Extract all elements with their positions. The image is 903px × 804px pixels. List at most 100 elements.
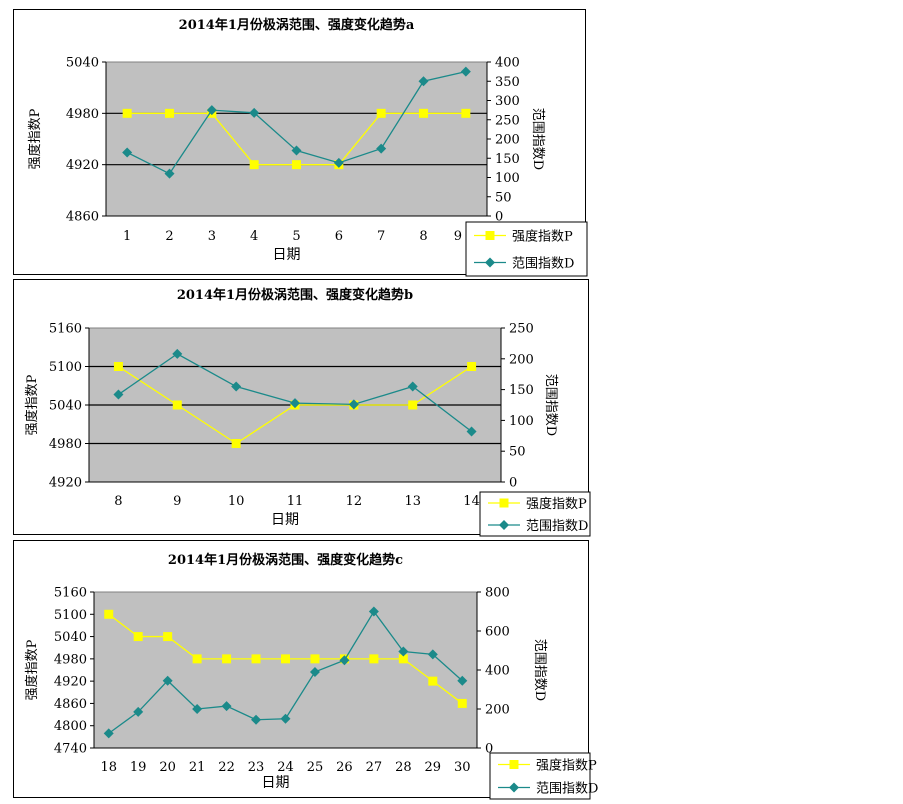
intensity-point <box>398 654 408 664</box>
right-tick-label: 200 <box>509 352 534 367</box>
x-tick-label: 28 <box>395 760 412 775</box>
left-tick-label: 4800 <box>54 719 87 734</box>
range-point <box>162 675 173 686</box>
chart-c-svg: 2014年1月份极涡范围、强度变化趋势c 4740 4800 4860 4920 4980… <box>24 552 598 800</box>
left-tick-label: 5100 <box>54 608 87 623</box>
range-point <box>103 728 114 739</box>
legend-marker-diamond <box>509 782 519 793</box>
legend-box <box>489 752 591 800</box>
intensity-point <box>113 362 123 371</box>
intensity-point <box>222 654 232 664</box>
range-point <box>122 147 133 158</box>
intensity-point <box>408 400 418 410</box>
x-tick-label: 22 <box>218 760 235 775</box>
x-tick-label: 23 <box>248 760 265 775</box>
right-tick-label: 250 <box>495 113 520 128</box>
plot-area <box>93 591 478 749</box>
x-tick-label: 8 <box>114 494 122 509</box>
x-tick-label: 30 <box>454 760 471 775</box>
x-tick-label: 20 <box>159 760 176 775</box>
x-tick-label: 9 <box>454 229 462 244</box>
x-axis-label: 日期 <box>271 512 299 528</box>
legend-label: 强度指数P <box>526 496 587 512</box>
intensity-point <box>310 654 320 664</box>
right-tick-label: 350 <box>495 75 520 90</box>
x-tick-label: 24 <box>277 760 294 775</box>
chart-panel-b: 2014年1月份极涡范围、强度变化趋势b 4920 4980 5040 5100 5160… <box>13 279 591 537</box>
intensity-point <box>165 108 174 118</box>
x-tick-label: 9 <box>173 494 181 509</box>
right-tick-label: 300 <box>495 94 520 109</box>
range-point <box>368 606 379 617</box>
intensity-point <box>281 654 290 664</box>
y-axis-label-right: 范围指数D <box>530 108 545 170</box>
legend-marker-diamond <box>485 257 495 268</box>
legend-label: 范围指数D <box>512 257 574 272</box>
left-tick-label: 5040 <box>49 399 82 414</box>
right-tick-label: 100 <box>495 171 520 186</box>
range-point <box>192 704 203 714</box>
x-tick-label: 18 <box>100 760 117 775</box>
legend-marker-square <box>509 760 519 769</box>
range-point <box>133 706 144 717</box>
intensity-point <box>376 108 386 118</box>
right-tick-label: 400 <box>485 664 510 679</box>
intensity-point <box>457 698 467 708</box>
range-point <box>231 381 242 392</box>
right-tick-label: 400 <box>495 56 520 71</box>
chart-title: 2014年1月份极涡范围、强度变化趋势c <box>168 552 403 568</box>
left-tick-label: 4920 <box>66 158 99 173</box>
range-point <box>376 143 387 154</box>
intensity-point <box>163 632 173 642</box>
left-tick-label: 5100 <box>49 360 82 375</box>
intensity-point <box>251 654 261 664</box>
legend-marker-diamond <box>499 520 509 530</box>
left-tick-label: 4860 <box>54 697 87 712</box>
intensity-point <box>369 654 379 664</box>
x-tick-label: 21 <box>189 760 206 775</box>
right-tick-label: 250 <box>509 322 534 337</box>
right-tick-label: 150 <box>495 152 520 167</box>
intensity-point <box>104 609 114 619</box>
range-point <box>466 426 477 437</box>
left-tick-label: 4920 <box>49 476 82 491</box>
legend-label: 强度指数P <box>536 758 597 774</box>
intensity-point <box>428 676 438 686</box>
x-tick-label: 27 <box>366 760 383 775</box>
range-point <box>460 66 471 77</box>
intensity-point <box>292 160 301 170</box>
y-axis-label-left: 强度指数P <box>24 639 40 700</box>
right-tick-label: 0 <box>485 742 493 757</box>
intensity-point <box>419 108 428 118</box>
legend-marker-square <box>499 498 509 508</box>
x-axis-label: 日期 <box>273 247 301 263</box>
right-tick-label: 0 <box>495 210 503 225</box>
right-tick-label: 200 <box>485 703 510 718</box>
range-point <box>113 389 124 400</box>
x-tick-label: 11 <box>287 494 304 509</box>
chart-b-svg: 2014年1月份极涡范围、强度变化趋势b 4920 4980 5040 5100 5160… <box>24 287 591 537</box>
y-axis-label-right: 范围指数D <box>543 374 558 436</box>
x-tick-label: 4 <box>250 229 258 244</box>
legend-label: 范围指数D <box>526 519 588 534</box>
chart-panel-a: 2014年1月份极涡范围、强度变化趋势a 4860 4920 4980 5040 0 50 1… <box>13 9 588 277</box>
x-tick-label: 3 <box>208 229 216 244</box>
left-tick-label: 4860 <box>66 210 99 225</box>
x-tick-label: 5 <box>292 229 300 244</box>
range-point <box>418 76 429 87</box>
plot-area <box>105 61 488 217</box>
x-tick-label: 29 <box>425 760 442 775</box>
x-tick-label: 13 <box>404 494 421 509</box>
chart-a-svg: 2014年1月份极涡范围、强度变化趋势a48604920498050400501… <box>27 17 588 277</box>
range-point <box>339 655 350 666</box>
range-point <box>249 107 260 118</box>
x-tick-label: 26 <box>336 760 353 775</box>
chart-panel-c: 2014年1月份极涡范围、强度变化趋势c 4740 4800 4860 4920 4980… <box>13 540 598 800</box>
intensity-point <box>133 632 143 642</box>
right-tick-label: 800 <box>485 586 510 601</box>
range-point <box>251 714 262 725</box>
legend-label: 范围指数D <box>536 782 598 797</box>
left-tick-label: 5040 <box>54 630 87 645</box>
right-tick-label: 150 <box>509 383 534 398</box>
intensity-point <box>249 160 259 170</box>
